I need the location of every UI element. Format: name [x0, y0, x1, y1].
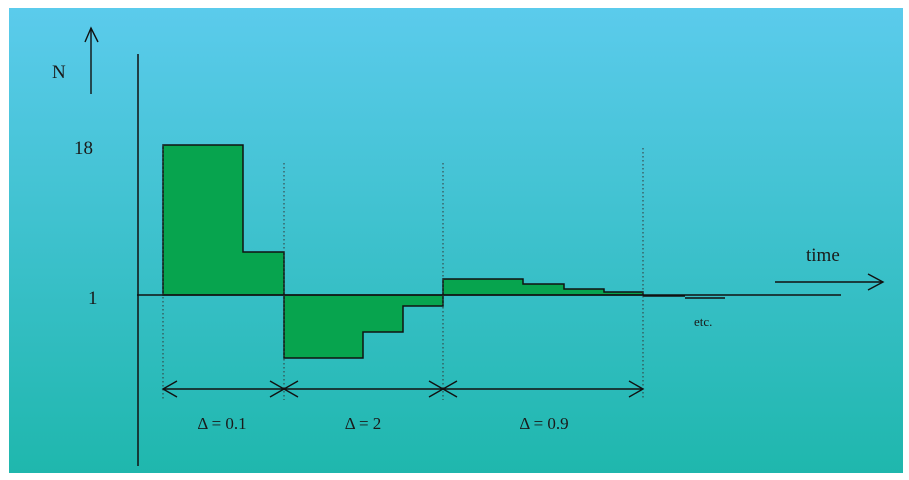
y-tick-label-18: 18	[74, 138, 93, 159]
interval-label-2: Δ = 2	[345, 414, 382, 433]
x-axis-label: time	[806, 245, 840, 266]
etc-label: etc.	[694, 314, 712, 329]
diagram-canvas: N 18 1 time Δ = 0.1 Δ = 2	[9, 8, 903, 473]
y-tick-label-1: 1	[88, 288, 98, 309]
interval-label-3: Δ = 0.9	[519, 414, 568, 433]
interval-label-1: Δ = 0.1	[197, 414, 246, 433]
diagram-background	[9, 8, 903, 473]
y-axis-label: N	[52, 62, 66, 83]
